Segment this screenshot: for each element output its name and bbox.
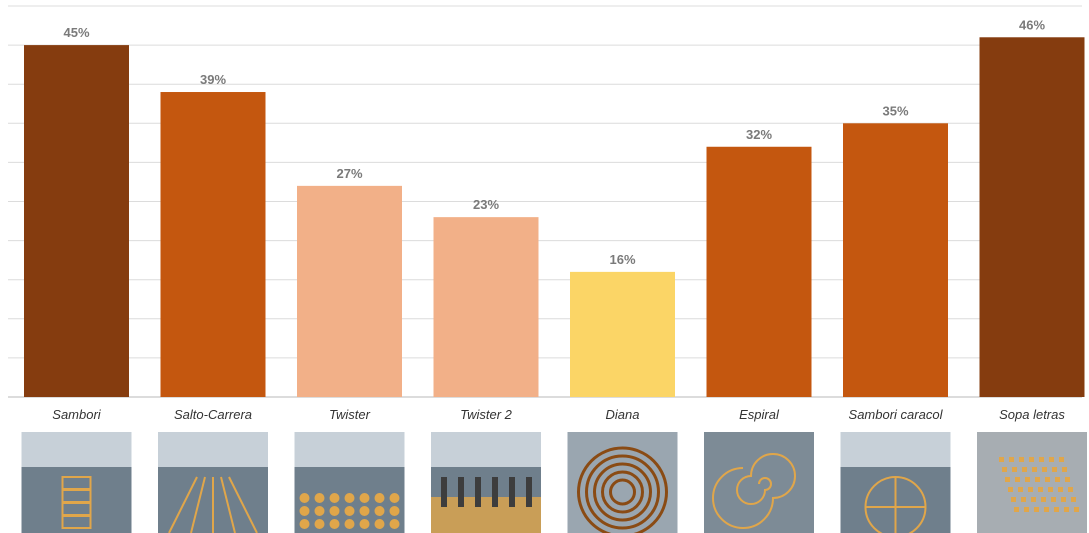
value-label: 45% <box>63 25 89 40</box>
category-label: Diana <box>606 407 640 422</box>
bars <box>24 37 1085 398</box>
bar-diana <box>570 271 675 397</box>
category-label: Twister 2 <box>460 407 513 422</box>
bar-sambori-caracol <box>843 123 948 398</box>
spiral-photo-icon <box>704 432 814 533</box>
category-label: Twister <box>329 407 371 422</box>
value-label: 46% <box>1019 17 1045 32</box>
value-label: 32% <box>746 127 772 142</box>
hopscotch-photo-icon <box>21 432 132 533</box>
category-label: Sopa letras <box>999 407 1065 422</box>
twister-dots-photo-icon <box>294 432 405 533</box>
value-labels: 45% 39% 27% 23% 16% 32% 35% 46% <box>63 17 1045 267</box>
bar-espiral <box>706 146 812 397</box>
bar-sambori <box>24 45 129 397</box>
bar-twister <box>297 185 402 397</box>
category-labels: Sambori Salto-Carrera Twister Twister 2 Dian… <box>52 407 1065 422</box>
category-label: Salto-Carrera <box>174 407 252 422</box>
category-label: Espiral <box>739 407 780 422</box>
bar-twister-2 <box>433 217 539 397</box>
letter-grid-photo-icon <box>977 432 1087 533</box>
target-circles-photo-icon <box>567 432 678 533</box>
value-label: 39% <box>200 72 226 87</box>
running-track-photo-icon <box>158 432 268 533</box>
value-label: 27% <box>336 166 362 181</box>
category-label: Sambori <box>52 407 102 422</box>
value-label: 16% <box>609 252 635 267</box>
bar-salto-carrera <box>160 92 266 398</box>
thumbnail-row <box>21 432 1087 533</box>
value-label: 23% <box>473 197 499 212</box>
bar-sopa-letras <box>979 37 1085 397</box>
snail-hopscotch-photo-icon <box>840 432 951 533</box>
category-label: Sambori caracol <box>849 407 944 422</box>
value-label: 35% <box>882 103 908 118</box>
children-playing-photo-icon <box>431 432 541 533</box>
